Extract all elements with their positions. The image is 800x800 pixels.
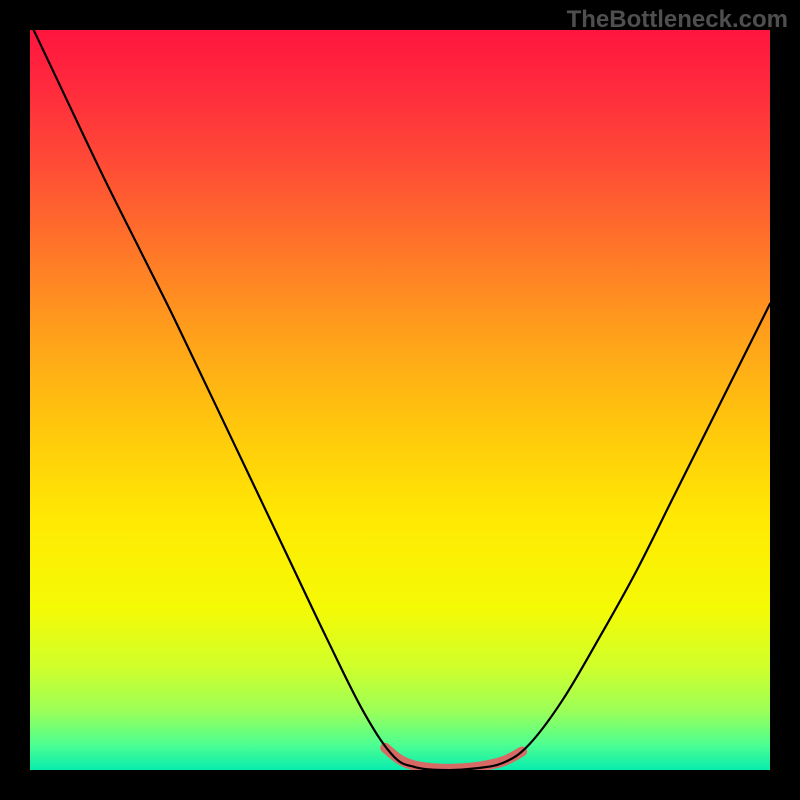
bottleneck-curve (34, 30, 770, 770)
plot-area (30, 30, 770, 770)
watermark-text: TheBottleneck.com (567, 6, 788, 34)
curve-layer (30, 30, 770, 770)
chart-container: TheBottleneck.com (0, 0, 800, 800)
